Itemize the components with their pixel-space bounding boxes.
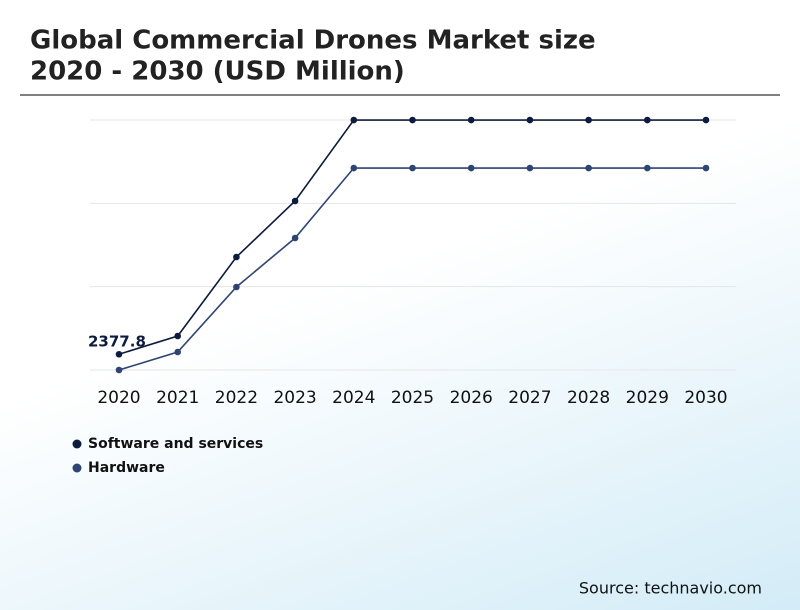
- x-tick-label: 2030: [684, 388, 727, 408]
- legend-marker: [72, 463, 82, 473]
- point: [467, 164, 475, 172]
- point: [585, 116, 592, 124]
- point: [409, 116, 416, 124]
- point: [409, 164, 416, 172]
- point: [115, 350, 123, 358]
- x-tick-label: 2023: [273, 388, 316, 408]
- point: [350, 164, 358, 172]
- point: [644, 164, 651, 172]
- x-tick-label: 2021: [156, 388, 199, 408]
- chart-subtitle: 2020 - 2030 (USD Million): [30, 57, 405, 87]
- x-tick-label: 2020: [97, 388, 140, 408]
- point: [702, 164, 710, 172]
- point: [467, 116, 475, 124]
- point: [233, 253, 240, 261]
- point: [174, 348, 181, 356]
- series-line: [118, 167, 706, 371]
- point: [526, 164, 534, 172]
- point: [350, 116, 358, 124]
- x-tick-label: 2029: [626, 388, 669, 408]
- point: [585, 164, 592, 172]
- data-label: 2377.8: [88, 333, 146, 351]
- x-tick-label: 2028: [567, 388, 610, 408]
- point: [291, 197, 299, 205]
- point: [233, 283, 240, 291]
- point: [526, 116, 534, 124]
- x-tick-label: 2024: [332, 388, 375, 408]
- x-tick-label: 2022: [215, 388, 258, 408]
- point: [644, 116, 651, 124]
- point: [174, 332, 181, 340]
- point: [115, 366, 123, 374]
- source: Source: technavio.com: [579, 579, 762, 598]
- x-tick-label: 2026: [450, 388, 493, 408]
- x-tick-label: 2027: [508, 388, 551, 408]
- legend-label: Hardware: [88, 460, 165, 476]
- legend-marker: [72, 439, 82, 449]
- point: [702, 116, 710, 124]
- point: [291, 234, 299, 242]
- chart-title: Global Commercial Drones Market size: [30, 26, 596, 56]
- legend-label: Software and services: [88, 436, 263, 452]
- x-tick-label: 2025: [391, 388, 434, 408]
